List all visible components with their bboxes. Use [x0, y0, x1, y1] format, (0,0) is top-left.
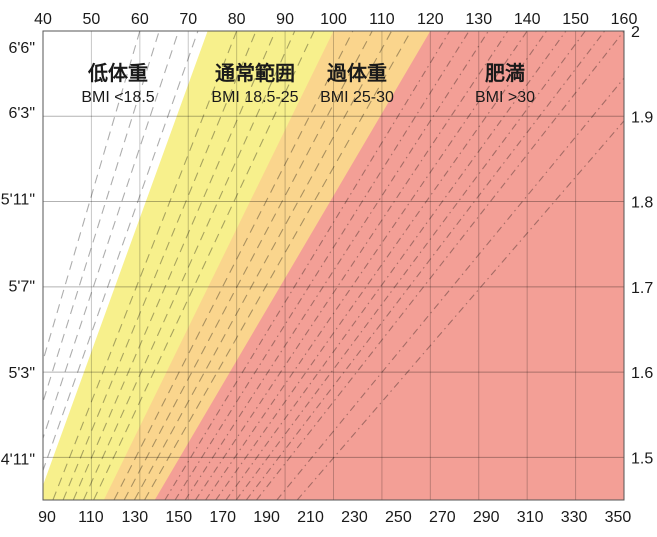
bmi-line-23	[82, 31, 296, 500]
bmi-line-22	[72, 31, 276, 500]
bmi-line-33	[184, 31, 489, 500]
bottom-tick-label: 250	[385, 509, 412, 526]
plot-frame	[42, 30, 625, 501]
left-tick-label: 6'6"	[8, 40, 35, 57]
bottom-tick-label: 270	[429, 509, 456, 526]
top-tick-label: 110	[369, 11, 395, 28]
bmi-zones	[43, 31, 624, 500]
bottom-tick-label: 150	[165, 509, 192, 526]
bmi-line-38	[235, 31, 586, 500]
bottom-tick-label: 90	[38, 509, 56, 526]
left-tick-label: 6'3"	[8, 105, 35, 122]
category-title-normal: 通常範囲	[215, 61, 295, 85]
category-range-underweight: BMI <18.5	[81, 89, 154, 106]
category-title-obese: 肥満	[485, 62, 525, 85]
bottom-tick-label: 290	[473, 509, 500, 526]
bottom-tick-label: 230	[341, 509, 368, 526]
bottom-tick-label: 130	[121, 509, 148, 526]
bottom-tick-label: 210	[297, 509, 324, 526]
category-labels: 低体重 BMI <18.5 通常範囲 BMI 18.5-25 過体重 BMI 25-30 肥…	[81, 61, 535, 106]
bmi-line-27	[123, 31, 373, 500]
top-tick-label: 60	[131, 11, 149, 28]
bottom-tick-label: 190	[253, 509, 280, 526]
category-title-underweight: 低体重	[87, 61, 148, 85]
left-tick-label: 5'7"	[8, 278, 35, 295]
bmi-line-44	[296, 120, 624, 500]
top-tick-label: 50	[83, 11, 101, 28]
top-tick-label: 120	[417, 11, 444, 28]
bmi-dashed-lines	[43, 31, 624, 500]
bmi-line-35	[205, 31, 528, 500]
bmi-line-42	[276, 77, 624, 500]
bmi-line-40	[256, 31, 624, 500]
category-range-obese: BMI >30	[475, 89, 535, 106]
top-tick-label: 80	[228, 11, 246, 28]
bmi-line-24	[93, 31, 315, 500]
top-tick-label: 100	[320, 11, 347, 28]
bmi-line-34	[194, 31, 509, 500]
top-tick-label: 90	[276, 11, 294, 28]
bmi-line-36	[215, 31, 547, 500]
bmi-line-15	[43, 31, 141, 363]
bottom-tick-label: 170	[209, 509, 236, 526]
bottom-tick-label: 310	[517, 509, 544, 526]
bmi-line-17	[43, 31, 180, 440]
left-tick-label: 4'11"	[1, 452, 35, 469]
right-tick-label: 1.8	[631, 195, 653, 212]
top-tick-label: 160	[611, 11, 638, 28]
bmi-line-26	[113, 31, 354, 500]
left-tick-label: 5'11"	[1, 192, 35, 209]
bmi-line-16	[43, 31, 160, 404]
top-tick-label: 40	[34, 11, 52, 28]
bottom-tick-label: 110	[78, 509, 104, 526]
bmi-line-18	[43, 31, 199, 473]
right-tick-label: 1.6	[631, 365, 653, 382]
right-tick-label: 1.5	[631, 450, 653, 467]
zone-obese	[154, 31, 624, 500]
bottom-tick-label: 330	[561, 509, 588, 526]
top-tick-label: 150	[562, 11, 589, 28]
category-title-overweight: 過体重	[327, 61, 387, 85]
category-range-overweight: BMI 25-30	[320, 89, 394, 106]
bmi-line-20	[52, 31, 238, 500]
gridlines	[42, 30, 625, 500]
top-tick-label: 140	[514, 11, 541, 28]
right-tick-label: 1.9	[631, 109, 653, 126]
bmi-line-31	[164, 31, 451, 500]
bmi-line-21	[62, 31, 257, 500]
top-tick-label: 130	[465, 11, 492, 28]
top-tick-label: 70	[179, 11, 197, 28]
bottom-tick-label: 350	[605, 509, 632, 526]
right-tick-label: 1.7	[631, 280, 653, 297]
bmi-line-37	[225, 31, 567, 500]
left-tick-label: 5'3"	[8, 365, 35, 382]
category-range-normal: BMI 18.5-25	[211, 89, 298, 106]
right-tick-label: 2	[631, 24, 640, 41]
